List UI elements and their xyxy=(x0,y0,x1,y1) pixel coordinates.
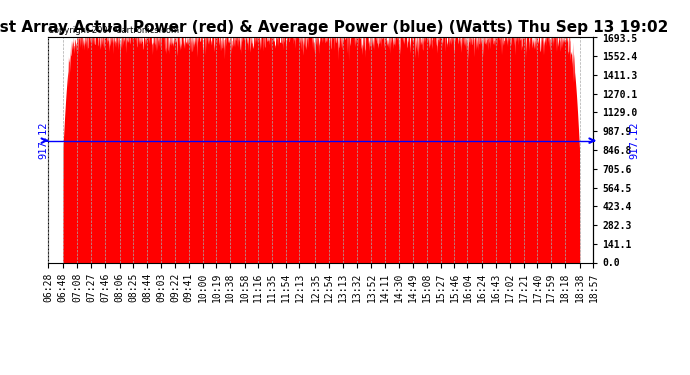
Text: 917.12: 917.12 xyxy=(630,122,640,159)
Title: West Array Actual Power (red) & Average Power (blue) (Watts) Thu Sep 13 19:02: West Array Actual Power (red) & Average … xyxy=(0,20,669,35)
Text: Copyright 2007 Cartronics.com: Copyright 2007 Cartronics.com xyxy=(48,26,179,35)
Text: 917.12: 917.12 xyxy=(38,122,48,159)
